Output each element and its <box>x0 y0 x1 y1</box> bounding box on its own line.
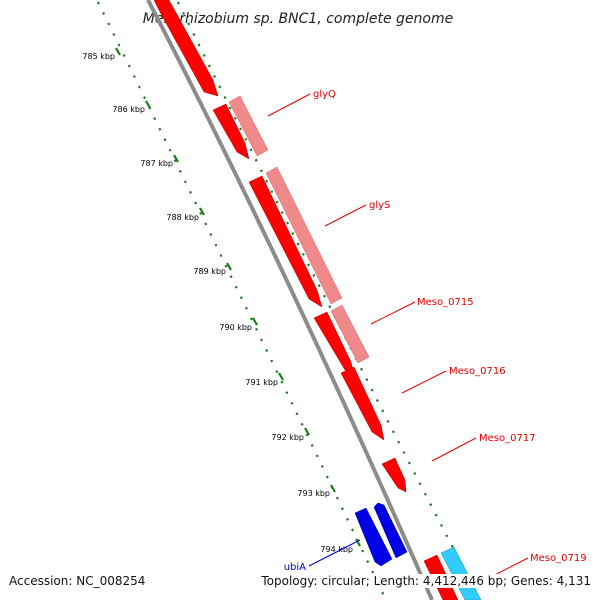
ruler-tick <box>278 372 284 381</box>
ruler-tick <box>115 47 121 56</box>
ruler-ticks <box>115 47 361 547</box>
kbp-label: 793 kbp <box>297 489 330 498</box>
kbp-label: 787 kbp <box>140 159 173 168</box>
kbp-label: 786 kbp <box>112 105 145 114</box>
ruler-tick <box>173 154 179 163</box>
leader-line-meso0717 <box>431 437 477 462</box>
kbp-labels: 785 kbp 786 kbp 787 kbp 788 kbp 789 kbp … <box>82 52 353 554</box>
gene-label-meso0716: Meso_0716 <box>449 366 506 377</box>
gene-label-meso0717: Meso_0717 <box>479 433 536 444</box>
gene-label-ubiA: ubiA <box>284 562 306 573</box>
gene-feature-red-top <box>153 0 219 97</box>
gene-feature-ubiA-2 <box>373 502 408 559</box>
gene-feature-meso0715-light <box>330 304 370 364</box>
ruler-inner-line <box>97 1 387 600</box>
ruler-tick <box>355 538 361 547</box>
ruler-tick <box>145 100 151 109</box>
gene-label-meso0715: Meso_0715 <box>417 297 474 308</box>
gene-feature-meso0717 <box>381 457 407 493</box>
ruler-tick <box>226 262 232 271</box>
ruler-tick <box>252 317 258 326</box>
accession-text: Accession: NC_008254 <box>9 574 146 588</box>
gene-feature-glyQ-light <box>228 95 269 157</box>
gene-label-glyS: glyS <box>369 200 390 211</box>
map-title: Mesorhizobium sp. BNC1, complete genome <box>143 11 454 27</box>
gene-labels: glyQ glyS Meso_0715 Meso_0716 Meso_0717 … <box>284 89 587 573</box>
leader-line-meso0716 <box>401 370 447 394</box>
ruler-outer-line <box>177 1 481 600</box>
kbp-label: 792 kbp <box>271 433 304 442</box>
kbp-label: 794 kbp <box>320 545 353 554</box>
gene-feature-glyS <box>248 175 323 308</box>
ruler-tick <box>304 427 310 436</box>
kbp-label: 785 kbp <box>82 52 115 61</box>
gene-feature-meso0716 <box>340 366 385 441</box>
ruler-tick <box>199 207 205 216</box>
leader-line-ubiA <box>308 539 361 567</box>
kbp-label: 789 kbp <box>193 267 226 276</box>
kbp-label: 790 kbp <box>219 323 252 332</box>
gene-label-glyQ: glyQ <box>313 89 336 100</box>
leader-line-glyS <box>324 204 367 227</box>
genome-backbone <box>146 0 434 600</box>
label-leaders <box>267 93 529 581</box>
gene-feature-glyQ <box>212 103 250 160</box>
gene-feature-ubiA-1 <box>354 507 393 567</box>
gene-label-meso0719: Meso_0719 <box>530 553 587 564</box>
kbp-label: 788 kbp <box>166 213 199 222</box>
gene-feature-glyS-light <box>265 166 343 305</box>
leader-line-meso0715 <box>370 301 416 325</box>
ruler <box>97 1 481 600</box>
genome-stats-text: Topology: circular; Length: 4,412,446 bp… <box>261 574 591 588</box>
ruler-tick <box>330 484 336 493</box>
kbp-label: 791 kbp <box>245 378 278 387</box>
leader-line-glyQ <box>267 93 311 117</box>
